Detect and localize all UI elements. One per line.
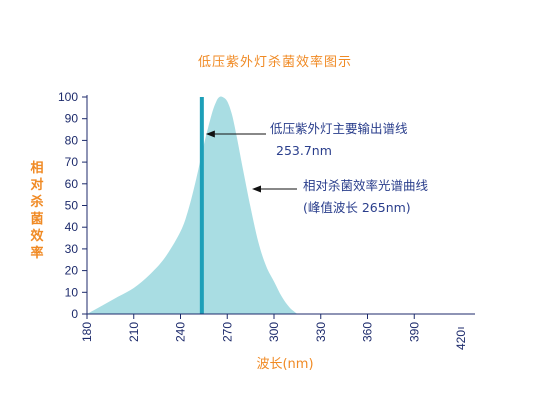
- y-tick-label: 80: [65, 133, 79, 147]
- arrow-spectrum-head: [252, 185, 261, 193]
- x-tick-label: 330: [314, 322, 328, 342]
- x-tick-label: 180: [80, 322, 94, 342]
- annotation-uv-line-value: 253.7nm: [276, 143, 332, 158]
- annotation-uv-line: 低压紫外灯主要输出谱线 253.7nm: [270, 118, 408, 162]
- x-tick-label: 240: [174, 322, 188, 342]
- annotation-spectrum-title: 相对杀菌效率光谱曲线: [303, 178, 429, 193]
- x-tick-label: 300: [267, 322, 281, 342]
- x-tick-label: 360: [361, 322, 375, 342]
- x-axis-label: 波长(nm): [256, 357, 314, 372]
- annotation-spectrum-peak: (峰值波长 265nm): [303, 200, 411, 215]
- chart-title: 低压紫外灯杀菌效率图示: [197, 55, 352, 70]
- y-tick-label: 50: [65, 199, 79, 213]
- x-tick-label: 390: [407, 322, 421, 342]
- y-tick-label: 60: [65, 177, 79, 191]
- annotation-spectrum-curve: 相对杀菌效率光谱曲线 (峰值波长 265nm): [303, 175, 428, 219]
- y-tick-label: 70: [65, 155, 79, 169]
- y-tick-label: 30: [65, 242, 79, 256]
- y-tick-label: 0: [71, 307, 78, 321]
- annotation-uv-line-title: 低压紫外灯主要输出谱线: [270, 121, 408, 136]
- arrow-uv-line-head: [205, 130, 215, 138]
- x-tick-label: 210: [127, 322, 141, 342]
- spectrum-area: [87, 96, 298, 315]
- y-tick-label: 20: [65, 264, 79, 278]
- y-tick-label: 100: [58, 90, 78, 104]
- y-tick-label: 10: [65, 285, 79, 299]
- y-axis-label: 相对杀菌效率: [30, 161, 44, 261]
- y-tick-label: 40: [65, 220, 79, 234]
- x-tick-label: 270: [220, 322, 234, 342]
- y-tick-label: 90: [65, 112, 79, 126]
- x-tick-label: 420: [454, 330, 468, 350]
